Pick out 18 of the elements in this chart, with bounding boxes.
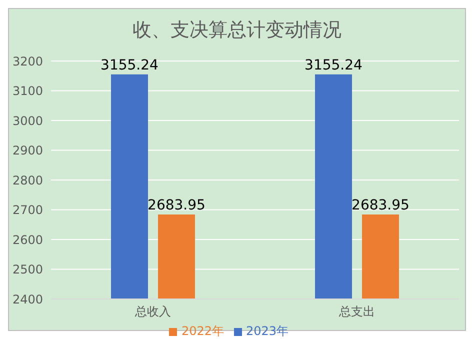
y-tick-label: 3000 [12,114,43,128]
y-tick-label: 2800 [12,173,43,188]
data-label: 3155.24 [100,57,159,74]
y-tick-label: 2900 [12,144,43,158]
data-label: 2683.95 [352,198,410,214]
data-label: 3155.24 [304,57,363,74]
legend-label: 2023年 [246,324,289,338]
data-label: 2683.95 [148,198,206,214]
x-tick-label: 总支出 [338,304,375,319]
legend-label: 2022年 [181,324,224,338]
chart-title: 收、支决算总计变动情况 [132,18,342,43]
y-tick-label: 3200 [12,54,43,68]
y-tick-label: 3100 [12,84,43,98]
y-tick-label: 2500 [12,262,43,277]
y-tick-label: 2400 [12,292,43,306]
y-tick-label: 2700 [12,203,43,218]
y-tick-label: 2600 [12,232,43,247]
x-tick-label: 总收入 [134,304,171,319]
